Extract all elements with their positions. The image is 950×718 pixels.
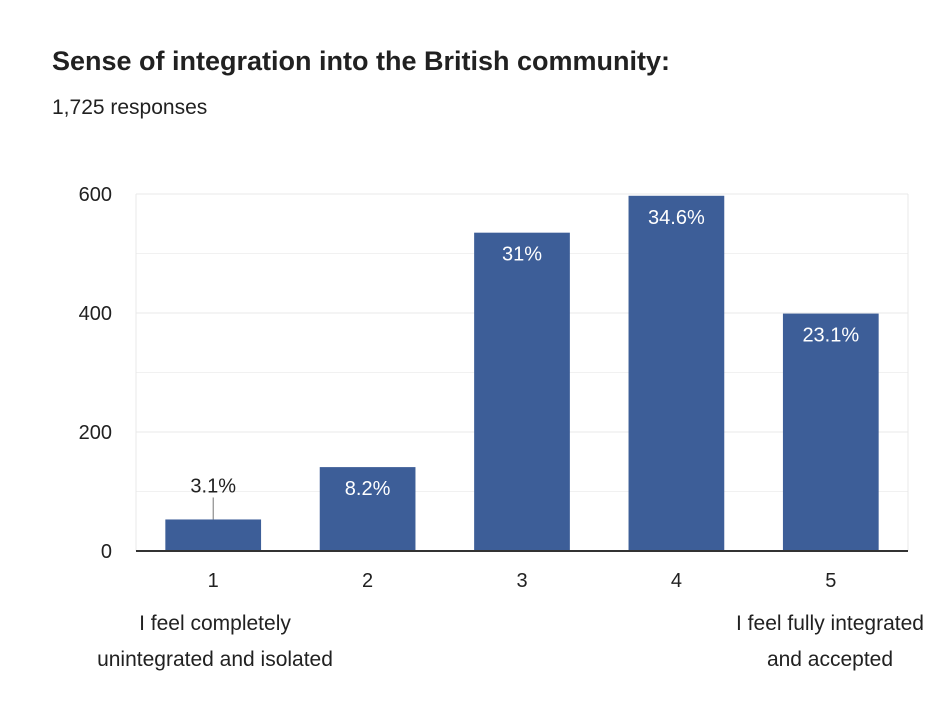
x-tick-label: 3: [516, 570, 527, 592]
bar: [782, 313, 879, 551]
scale-low-label-line-1: I feel completely: [139, 612, 291, 635]
y-tick-label: 0: [101, 541, 112, 563]
response-count: 1,725 responses: [52, 96, 208, 119]
scale-low-label: I feel completely unintegrated and isola…: [70, 606, 360, 678]
x-tick-label: 4: [671, 570, 682, 592]
y-tick-label: 600: [79, 184, 112, 206]
x-tick-label: 1: [208, 570, 219, 592]
scale-high-label-line-1: I feel fully integrated: [736, 612, 924, 635]
bar-data-label: 34.6%: [648, 207, 705, 229]
bar: [165, 519, 262, 551]
bar: [319, 467, 416, 551]
chart-title: Sense of integration into the British co…: [52, 46, 671, 76]
scale-high-label: I feel fully integrated and accepted: [712, 606, 948, 678]
y-tick-label: 400: [79, 303, 112, 325]
y-tick-label: 200: [79, 422, 112, 444]
bar: [474, 232, 570, 552]
bar-data-label: 23.1%: [802, 325, 859, 347]
bar-data-label: 3.1%: [190, 475, 236, 497]
scale-high-label-line-2: and accepted: [766, 648, 894, 671]
scale-low-label-line-2: unintegrated and isolated: [97, 648, 333, 671]
x-tick-label: 2: [362, 570, 373, 592]
x-tick-label: 5: [825, 570, 836, 592]
bar: [628, 195, 725, 551]
bar-data-label: 8.2%: [345, 478, 391, 500]
bar-data-label: 31%: [502, 244, 542, 266]
